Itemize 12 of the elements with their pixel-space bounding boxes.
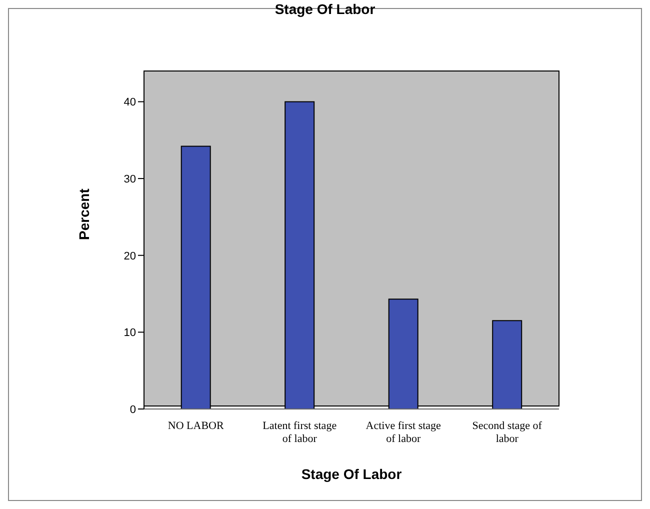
x-tick-label: Second stage of labor (472, 420, 542, 445)
y-tick-label: 10 (124, 327, 136, 340)
y-tick-label: 40 (124, 96, 136, 109)
y-tick-label: 20 (124, 250, 136, 262)
y-tick-label: 30 (124, 173, 136, 186)
x-axis-title: Stage Of Labor (301, 466, 402, 482)
x-tick-label: NO LABOR (168, 420, 224, 432)
chart-title: Stage Of Labor (274, 1, 376, 17)
x-tick-label: Active first stage of labor (366, 420, 442, 445)
y-tick-label: 0 (130, 404, 136, 416)
y-axis-title: Percent (76, 188, 92, 240)
x-tick-label: Latent first stage of labor (262, 420, 337, 445)
